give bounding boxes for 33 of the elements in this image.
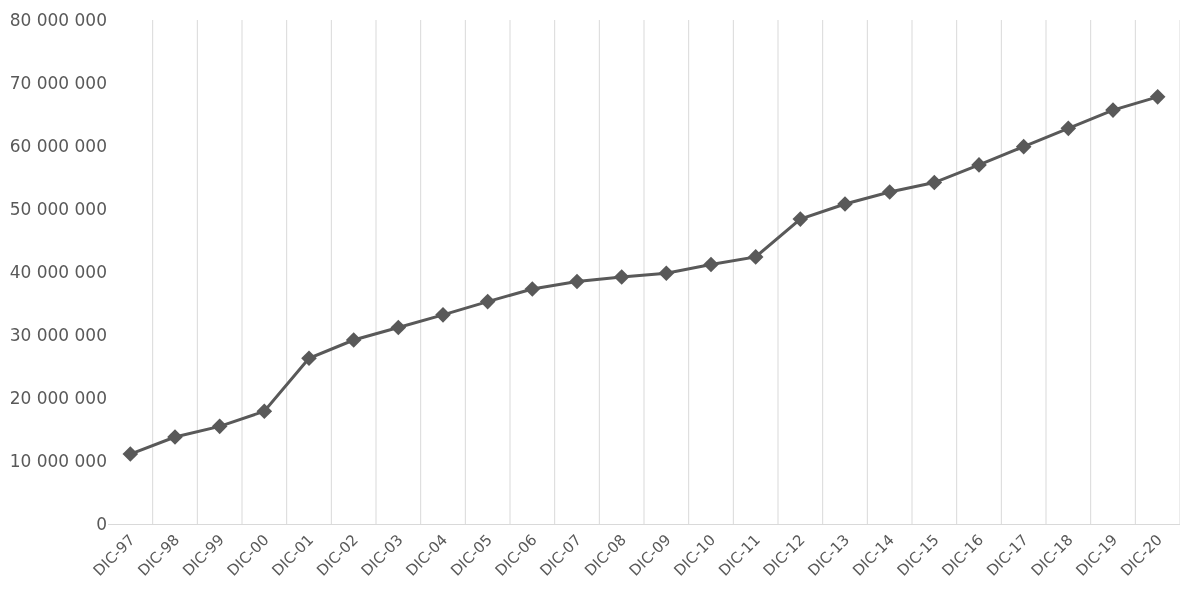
point — [524, 281, 541, 297]
y-tick-label: 80 000 000 — [9, 9, 107, 30]
point — [881, 184, 898, 200]
point — [167, 429, 183, 445]
point — [122, 446, 139, 462]
y-tick-label: 0 — [96, 513, 107, 534]
point — [211, 418, 228, 435]
point — [1149, 89, 1166, 105]
point — [613, 269, 630, 285]
y-tick-label: 10 000 000 — [9, 450, 107, 471]
point — [1060, 120, 1077, 137]
point — [1105, 102, 1121, 118]
point — [1015, 138, 1032, 155]
point — [792, 211, 809, 227]
y-tick-label: 40 000 000 — [9, 261, 107, 282]
point — [703, 256, 719, 273]
point — [837, 196, 853, 212]
y-tick-label: 50 000 000 — [9, 198, 107, 219]
y-tick-label: 70 000 000 — [9, 72, 107, 93]
point — [926, 174, 943, 191]
y-tick-label: 60 000 000 — [9, 135, 107, 156]
point — [971, 157, 987, 173]
y-tick-label: 20 000 000 — [9, 387, 107, 408]
point — [569, 273, 585, 290]
point — [435, 307, 451, 323]
point — [747, 249, 764, 265]
point — [256, 403, 273, 420]
point — [479, 293, 496, 310]
point — [390, 319, 407, 336]
point — [301, 350, 317, 367]
y-tick-label: 30 000 000 — [9, 324, 107, 345]
point — [658, 265, 675, 282]
point — [345, 332, 362, 348]
